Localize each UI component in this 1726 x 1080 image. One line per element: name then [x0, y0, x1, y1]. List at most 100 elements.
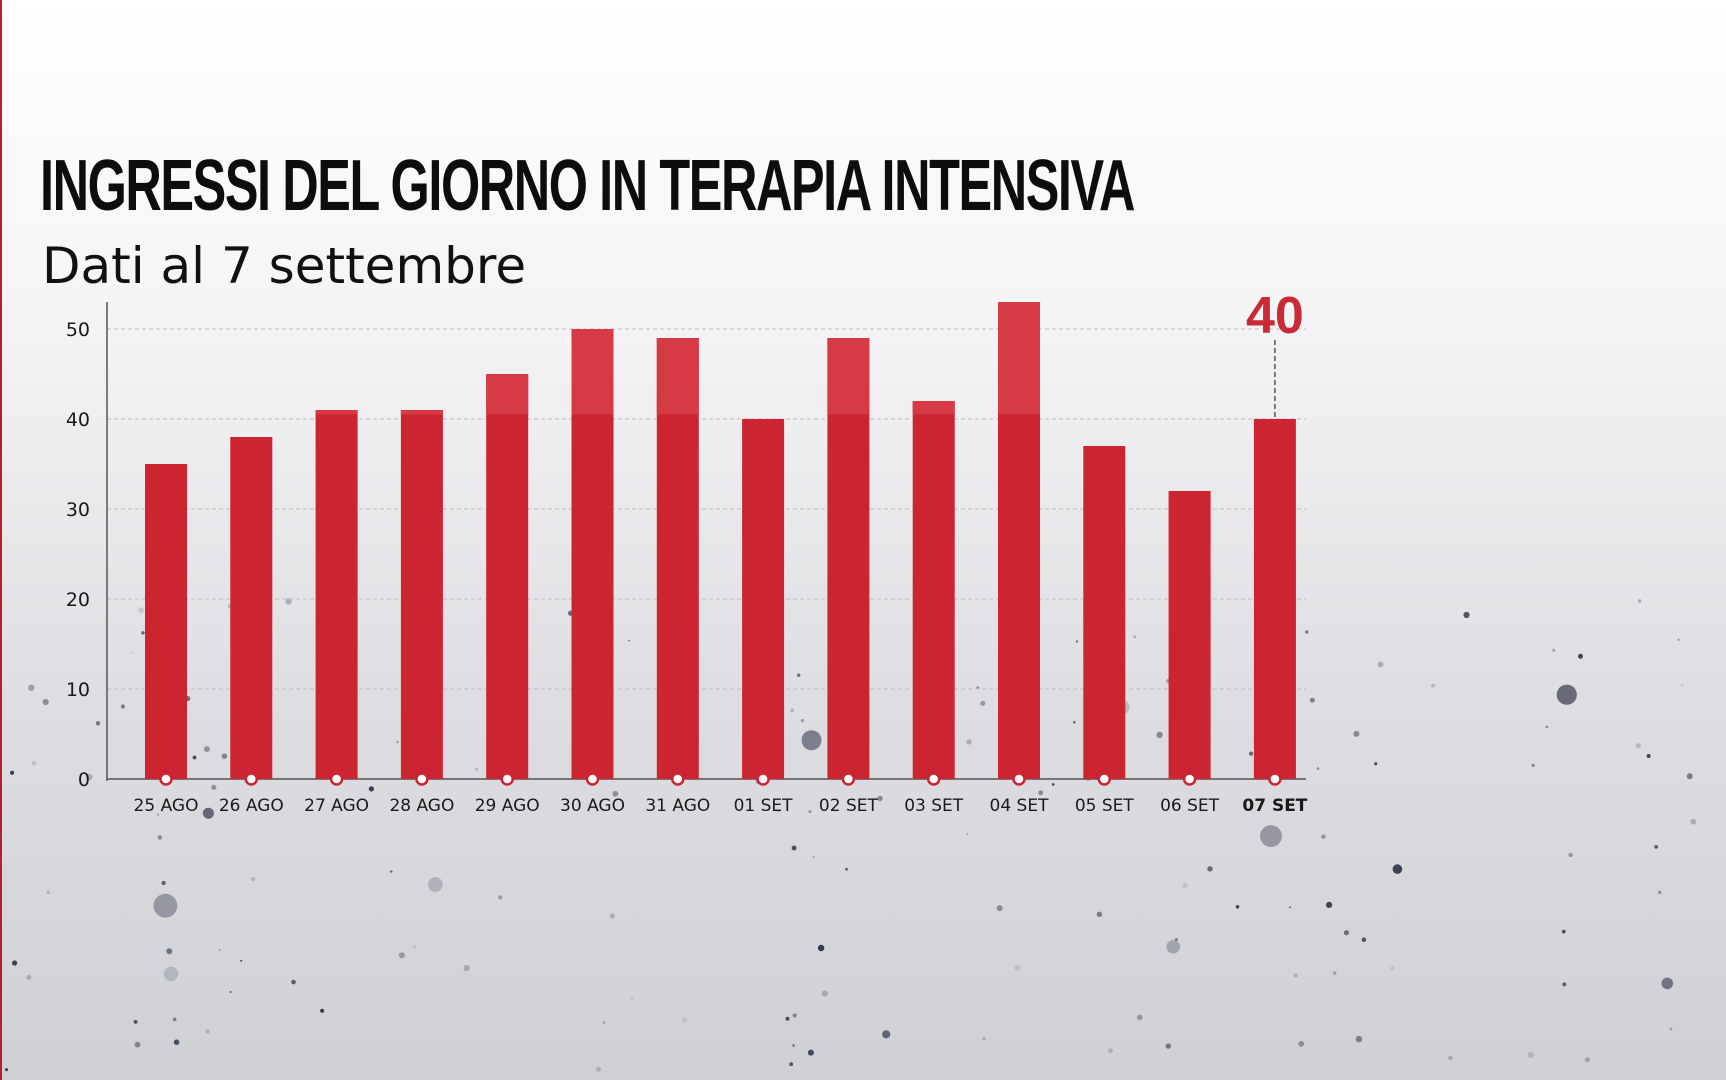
particle: [1174, 938, 1178, 941]
x-tick-label: 03 SET: [904, 796, 964, 816]
bar-highlight: [571, 329, 614, 415]
particle: [153, 893, 178, 918]
particle: [882, 1030, 891, 1039]
particle: [1014, 965, 1021, 971]
particle: [251, 876, 256, 882]
particle: [612, 790, 619, 797]
particle: [1661, 977, 1674, 990]
particle: [130, 651, 133, 654]
left-edge-accent: [0, 0, 2, 1080]
particle: [133, 1020, 138, 1024]
particle: [156, 813, 160, 816]
bar-base-marker: [756, 772, 770, 786]
bar-base-marker: [500, 772, 514, 786]
bar: [912, 401, 955, 779]
x-tick-label: 06 SET: [1160, 796, 1220, 816]
bar-base-marker: [1268, 772, 1282, 786]
x-tick-label: 28 AGO: [389, 796, 454, 816]
background-particles: [0, 598, 1697, 1072]
x-tick-label: 05 SET: [1075, 796, 1135, 816]
bar-base-marker: [926, 772, 941, 786]
particle: [12, 960, 18, 966]
particle: [203, 746, 210, 753]
particle: [42, 698, 49, 706]
particle: [166, 948, 173, 955]
particle: [1361, 937, 1367, 942]
x-tick-label: 02 SET: [819, 796, 879, 816]
particle: [1669, 1027, 1673, 1031]
particle: [192, 755, 197, 760]
particle: [1638, 599, 1642, 603]
particle: [807, 1049, 814, 1056]
particle: [134, 1041, 141, 1048]
bar: [400, 410, 443, 779]
bar-highlight: [486, 374, 529, 415]
particle: [1561, 929, 1566, 934]
particle: [498, 895, 503, 900]
particle: [982, 1036, 986, 1041]
bar: [742, 419, 785, 779]
y-axis-ticks: 0 10 20 30 40 50: [66, 319, 90, 791]
particle: [157, 835, 162, 840]
particle: [1584, 1057, 1590, 1063]
particle: [161, 880, 166, 886]
particle: [475, 767, 478, 771]
bar-highlight: [827, 338, 870, 415]
particle: [141, 631, 145, 635]
bar: [315, 410, 358, 779]
particle: [173, 1039, 180, 1045]
particle: [1326, 901, 1333, 909]
particle: [877, 795, 883, 802]
bar-highlight: [998, 302, 1040, 415]
particle: [1448, 1055, 1453, 1060]
particle: [1343, 930, 1349, 936]
bar-base-marker: [671, 772, 685, 786]
bar-base-marker: [329, 772, 344, 786]
callout-value: 40: [1246, 287, 1304, 345]
x-axis-labels: 25 AGO 26 AGO 27 AGO 28 AGO 29 AGO 30 AGO 31 A…: [134, 796, 1308, 816]
x-tick-label: 27 AGO: [304, 796, 369, 816]
particle: [791, 845, 797, 851]
particle: [1321, 834, 1326, 839]
particle: [681, 1017, 688, 1023]
particle: [138, 607, 144, 613]
particle: [1355, 1035, 1363, 1043]
bar-base-marker: [585, 772, 600, 786]
particle: [1681, 684, 1684, 687]
particle: [1531, 763, 1535, 767]
particle: [1332, 971, 1337, 975]
callout: 40: [1246, 287, 1304, 419]
particle: [1108, 1048, 1113, 1054]
y-tick-label: 0: [78, 769, 90, 791]
y-tick-label: 10: [66, 679, 90, 701]
particle: [1377, 661, 1384, 668]
particle: [285, 598, 292, 605]
bar: [486, 374, 529, 779]
gridlines: [107, 328, 1306, 690]
particle: [1677, 638, 1680, 641]
particle: [1235, 905, 1240, 909]
particle: [792, 1013, 797, 1018]
particle: [1390, 966, 1395, 971]
particle: [1654, 845, 1658, 849]
y-tick-label: 40: [66, 409, 90, 431]
y-tick-label: 30: [66, 499, 90, 521]
particle: [1038, 790, 1044, 796]
bar: [1083, 446, 1126, 779]
particle: [596, 1066, 601, 1072]
bar-highlight: [912, 401, 955, 415]
particle: [1686, 773, 1693, 780]
particle: [1305, 630, 1309, 634]
particle: [1298, 1040, 1305, 1047]
particle: [980, 700, 986, 706]
particle: [28, 684, 35, 691]
particle: [0, 832, 2, 835]
y-tick-label: 20: [66, 589, 90, 611]
chart-subtitle: Dati al 7 settembre: [42, 237, 527, 295]
particle: [1051, 783, 1055, 786]
particle: [5, 1068, 8, 1072]
particle: [1133, 635, 1137, 639]
particle: [1562, 982, 1567, 987]
particle: [1374, 762, 1378, 766]
